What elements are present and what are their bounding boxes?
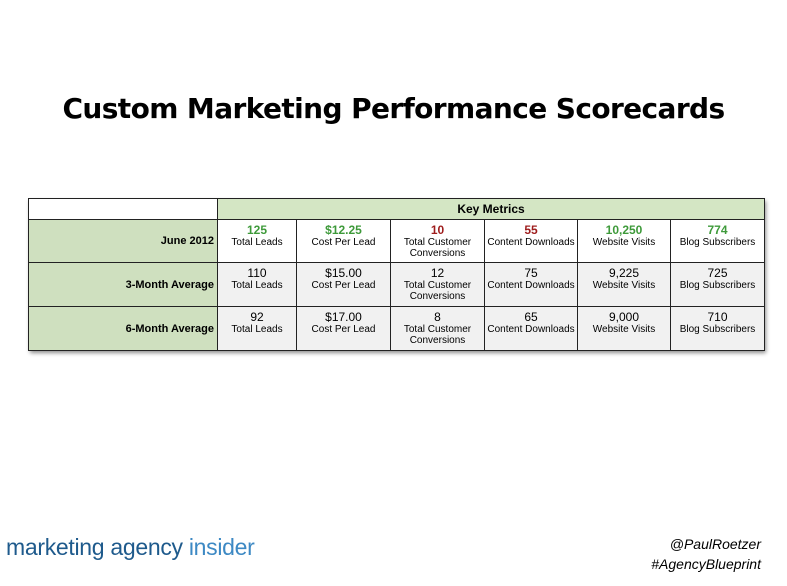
metric-cell: $17.00 Cost Per Lead <box>296 306 391 351</box>
metric-value: 12 <box>430 266 445 280</box>
metric-value: 9,225 <box>608 266 640 280</box>
metric-cell: 9,225 Website Visits <box>577 262 671 307</box>
metric-cell: $15.00 Cost Per Lead <box>296 262 391 307</box>
row-label: 3-Month Average <box>28 262 218 307</box>
metric-value: 75 <box>524 266 538 280</box>
metric-cell: 12 Total Customer Conversions <box>390 262 485 307</box>
table-row: 3-Month Average 110 Total Leads $15.00 Cos… <box>28 262 766 307</box>
metric-label: Blog Subscribers <box>679 237 756 248</box>
table-row: June 2012 125 Total Leads $12.25 Cost Per … <box>28 219 766 263</box>
metric-label: Total Customer Conversions <box>403 237 472 259</box>
metric-value: 725 <box>707 266 728 280</box>
hashtag: #AgencyBlueprint <box>651 556 761 572</box>
row-label: June 2012 <box>28 219 218 263</box>
metric-label: Content Downloads <box>487 237 575 248</box>
metric-label: Total Customer Conversions <box>403 324 472 346</box>
metric-cell: 774 Blog Subscribers <box>669 219 766 263</box>
metric-label: Website Visits <box>592 237 656 248</box>
metric-label: Total Leads <box>231 280 283 291</box>
metric-value: 110 <box>247 266 267 280</box>
metric-label: Total Customer Conversions <box>403 280 472 302</box>
metric-cell: 710 Blog Subscribers <box>669 306 766 351</box>
metric-value: 10 <box>430 223 445 237</box>
metric-label: Blog Subscribers <box>679 324 756 335</box>
logo-text-light: insider <box>182 534 255 560</box>
marketing-agency-insider-logo: marketing agency insider <box>6 534 255 561</box>
key-metrics-header: Key Metrics <box>216 198 766 220</box>
metric-value: 55 <box>524 223 538 237</box>
metric-cell: 8 Total Customer Conversions <box>390 306 485 351</box>
metric-cell: 725 Blog Subscribers <box>669 262 766 307</box>
metric-label: Content Downloads <box>487 280 575 291</box>
metric-value: $12.25 <box>325 223 362 237</box>
metric-cell: 92 Total Leads <box>217 306 297 351</box>
metric-value: 65 <box>524 310 538 324</box>
page-title: Custom Marketing Performance Scorecards <box>62 92 725 125</box>
metric-value: 8 <box>434 310 441 324</box>
metric-label: Total Leads <box>231 324 283 335</box>
metric-value: $15.00 <box>325 266 362 280</box>
metric-label: Cost Per Lead <box>311 237 376 248</box>
metric-label: Cost Per Lead <box>311 280 376 291</box>
metric-cell: 10,250 Website Visits <box>577 219 671 263</box>
table-row: 6-Month Average 92 Total Leads $17.00 Cost… <box>28 306 766 351</box>
metric-cell: 55 Content Downloads <box>484 219 578 263</box>
metric-cell: $12.25 Cost Per Lead <box>296 219 391 263</box>
metric-value: 9,000 <box>608 310 640 324</box>
metric-label: Cost Per Lead <box>311 324 376 335</box>
table-corner <box>28 198 218 220</box>
metric-value: 710 <box>707 310 728 324</box>
metric-value: 774 <box>707 223 728 237</box>
metric-label: Website Visits <box>592 324 656 335</box>
metric-label: Website Visits <box>592 280 656 291</box>
metric-label: Blog Subscribers <box>679 280 756 291</box>
metric-value: 10,250 <box>605 223 643 237</box>
metric-cell: 75 Content Downloads <box>484 262 578 307</box>
metric-value: $17.00 <box>325 310 362 324</box>
metric-value: 92 <box>250 310 264 324</box>
metric-cell: 110 Total Leads <box>217 262 297 307</box>
metric-cell: 125 Total Leads <box>217 219 297 263</box>
metric-cell: 9,000 Website Visits <box>577 306 671 351</box>
metric-cell: 65 Content Downloads <box>484 306 578 351</box>
metric-value: 125 <box>246 223 268 237</box>
row-label: 6-Month Average <box>28 306 218 351</box>
scorecard-table: Key Metrics June 2012 125 Total Leads $12… <box>28 198 766 351</box>
metric-label: Total Leads <box>231 237 283 248</box>
logo-text-bold: marketing agency <box>6 534 183 560</box>
metric-cell: 10 Total Customer Conversions <box>390 219 485 263</box>
metric-label: Content Downloads <box>487 324 575 335</box>
twitter-handle: @PaulRoetzer <box>669 536 761 552</box>
